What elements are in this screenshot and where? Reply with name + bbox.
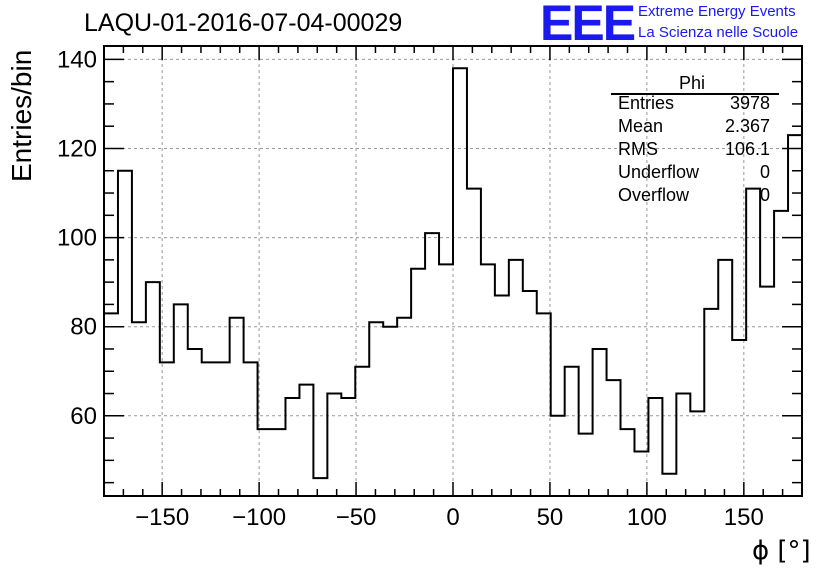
y-tick-label: 120 (57, 135, 97, 162)
stat-name: Entries (618, 93, 675, 113)
stats-title: Phi (679, 73, 706, 93)
y-tick-label: 100 (57, 225, 97, 252)
eee-logo: EEE (540, 0, 636, 51)
histogram-outline (103, 67, 803, 496)
stat-name: RMS (618, 139, 658, 159)
x-tick-label: 50 (537, 504, 564, 531)
axis-tick-labels: −150 −100 −50 0 50 100 150 60 80 100 120 140 (57, 46, 764, 531)
x-tick-label: −150 (135, 504, 189, 531)
y-tick-label: 140 (57, 46, 97, 73)
x-tick-label: 100 (627, 504, 667, 531)
y-tick-label: 60 (70, 403, 97, 430)
stat-value: 2.367 (724, 116, 770, 136)
stat-row-mean: Mean 2.367 (618, 116, 770, 138)
logo-subtitle-1: Extreme Energy Events (638, 3, 796, 20)
run-title: LAQU-01-2016-07-04-00029 (84, 9, 403, 37)
stat-row-overflow: Overflow 0 (618, 185, 770, 207)
x-axis-label: ϕ [°] (752, 536, 811, 566)
stat-value: 106.1 (724, 139, 770, 159)
logo-subtitle-2: La Scienza nelle Scuole (638, 24, 799, 41)
x-tick-label: 0 (446, 504, 459, 531)
x-tick-label: −50 (336, 504, 377, 531)
stat-name: Underflow (618, 162, 700, 182)
stat-value: 0 (759, 185, 770, 205)
axis-ticks (103, 46, 803, 496)
stat-value: 3978 (729, 93, 770, 113)
x-tick-label: −100 (232, 504, 286, 531)
y-axis-label: Entries/bin (6, 49, 37, 182)
y-tick-label: 80 (70, 314, 97, 341)
stat-value: 0 (759, 162, 770, 182)
stat-name: Overflow (618, 185, 690, 205)
stat-row-entries: Entries 3978 (618, 93, 770, 115)
stats-divider (611, 93, 779, 95)
stat-row-rms: RMS 106.1 (618, 139, 770, 161)
x-tick-label: 150 (724, 504, 764, 531)
stat-name: Mean (618, 116, 664, 136)
stat-row-underflow: Underflow 0 (618, 162, 770, 184)
